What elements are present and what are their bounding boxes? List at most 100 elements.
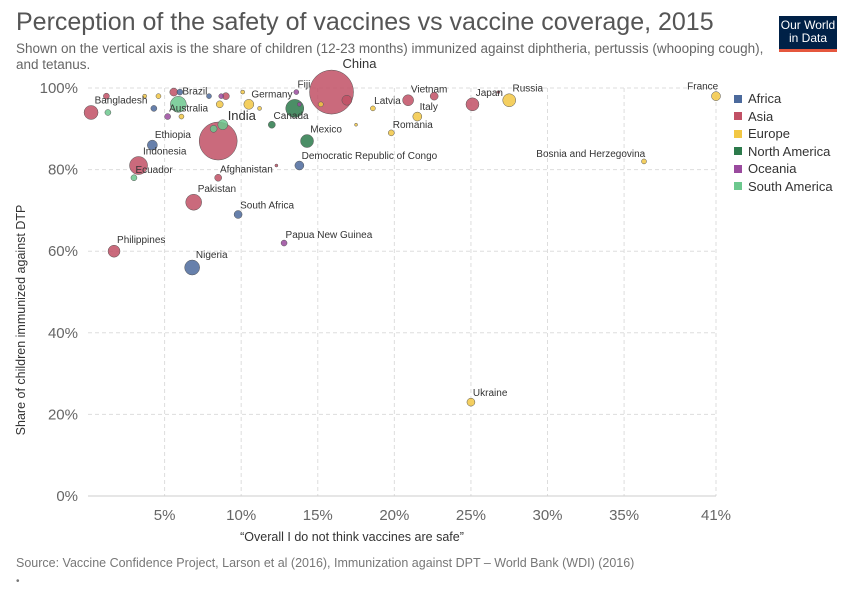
chart-subtitle: Shown on the vertical axis is the share … <box>16 41 764 72</box>
x-tick-label: 15% <box>303 507 333 524</box>
data-point <box>130 174 138 182</box>
data-point <box>217 119 229 130</box>
data-point <box>502 93 516 107</box>
data-point <box>465 97 480 112</box>
x-tick-label: 25% <box>456 507 486 524</box>
y-tick-label: 0% <box>56 488 78 505</box>
point-label: Mexico <box>310 125 342 136</box>
data-point <box>294 160 305 171</box>
data-point <box>429 91 439 101</box>
owid-logo[interactable]: Our World in Data <box>779 16 837 52</box>
region-legend: Africa Asia Europe North America Oceania Sout… <box>734 90 833 195</box>
data-point <box>711 91 721 101</box>
data-point <box>257 106 262 111</box>
data-point <box>341 94 353 106</box>
data-point <box>268 120 276 129</box>
data-point <box>104 109 112 116</box>
legend-label: Asia <box>748 108 774 124</box>
point-label: Philippines <box>117 235 165 246</box>
data-point <box>147 139 158 151</box>
data-point <box>206 93 212 99</box>
source-note[interactable]: Source: Vaccine Confidence Project, Lars… <box>16 556 635 570</box>
data-point <box>185 193 202 211</box>
legend-label: Africa <box>748 91 782 107</box>
point-label: Bosnia and Herzegovina <box>536 149 645 160</box>
x-tick-label: 10% <box>226 507 256 524</box>
point-label: Canada <box>274 111 309 122</box>
point-label: China <box>343 56 378 71</box>
data-point <box>107 244 121 258</box>
data-point <box>309 69 354 115</box>
data-point <box>170 96 187 113</box>
data-point <box>184 259 200 276</box>
data-point <box>641 158 647 165</box>
data-point <box>178 113 185 120</box>
data-point <box>243 99 255 110</box>
point-label: Japan <box>476 88 503 99</box>
point-label: Afghanistan <box>220 164 273 175</box>
point-label: France <box>687 82 719 93</box>
logo-line-1: Our World <box>780 18 836 32</box>
legend-item[interactable]: Europe <box>734 125 833 143</box>
point-label: Ethiopia <box>155 130 192 141</box>
data-point <box>176 88 184 96</box>
y-tick-label: 60% <box>48 243 78 260</box>
point-label: Democratic Republic of Congo <box>302 151 438 162</box>
x-axis-title: “Overall I do not think vaccines are saf… <box>240 530 464 544</box>
point-label: Bangladesh <box>95 95 148 106</box>
legend-swatch <box>734 182 742 191</box>
point-label: Latvia <box>374 96 401 107</box>
legend-item[interactable]: Asia <box>734 108 833 126</box>
data-point <box>293 89 300 95</box>
point-label: Fiji <box>298 80 311 91</box>
data-point <box>214 174 222 182</box>
point-label: Papua New Guinea <box>286 230 373 241</box>
legend-swatch <box>734 164 742 173</box>
y-tick-label: 100% <box>40 80 78 97</box>
data-point <box>164 113 171 120</box>
point-label: Ukraine <box>473 388 508 399</box>
data-point <box>280 239 288 247</box>
data-point <box>198 121 238 161</box>
data-point <box>297 102 302 107</box>
point-label: Australia <box>169 104 208 115</box>
point-label: Germany <box>251 89 292 100</box>
legend-item[interactable]: South America <box>734 178 833 196</box>
data-point <box>169 87 179 97</box>
data-point <box>300 134 314 148</box>
legend-item[interactable]: Africa <box>734 90 833 108</box>
point-label: Romania <box>393 120 433 131</box>
legend-label: Oceania <box>748 161 797 177</box>
point-label: Brazil <box>182 86 207 97</box>
x-tick-label: 35% <box>609 507 639 524</box>
point-label: Russia <box>512 84 543 95</box>
x-tick-label: 30% <box>532 507 562 524</box>
legend-item[interactable]: Oceania <box>734 160 833 178</box>
data-point <box>150 105 158 112</box>
data-point <box>142 93 147 99</box>
data-point <box>215 100 224 109</box>
legend-item[interactable]: North America <box>734 143 833 161</box>
legend-swatch <box>734 94 742 103</box>
data-point <box>103 92 110 100</box>
data-point <box>370 105 376 112</box>
point-label: Pakistan <box>198 184 236 195</box>
data-point <box>83 105 99 120</box>
data-point <box>233 210 243 219</box>
legend-label: North America <box>748 143 831 159</box>
data-point <box>466 397 476 407</box>
x-tick-label: 20% <box>379 507 409 524</box>
data-point <box>412 111 423 122</box>
legend-label: Europe <box>748 126 790 142</box>
point-label: Italy <box>420 102 438 113</box>
data-point <box>496 90 501 94</box>
y-tick-label: 20% <box>48 406 78 423</box>
data-point <box>155 93 162 99</box>
point-label: Nigeria <box>196 250 228 261</box>
legend-swatch <box>734 147 742 156</box>
legend-swatch <box>734 112 742 121</box>
point-label: South Africa <box>240 200 294 211</box>
point-label: India <box>228 108 257 123</box>
x-tick-label: 41% <box>701 507 731 524</box>
